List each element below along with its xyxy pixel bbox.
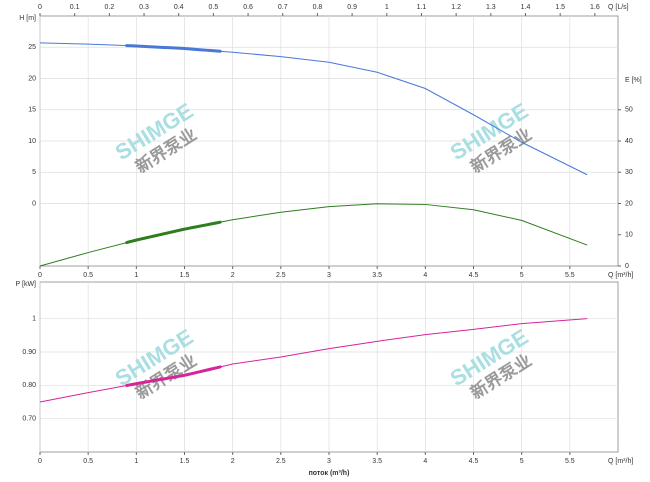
x-tick-label: 5 <box>520 272 524 279</box>
x-tick-label: 3 <box>327 458 331 465</box>
y-tick-label: 0.70 <box>22 416 36 423</box>
x2-tick-label: 0.5 <box>209 4 219 11</box>
y-label: H [m] <box>19 15 36 22</box>
y2-tick-label: 0 <box>625 263 629 270</box>
x2-tick-label: 0.4 <box>174 4 184 11</box>
x-tick-label: 5 <box>520 458 524 465</box>
x-tick-label: 0 <box>38 458 42 465</box>
x2-tick-label: 1.5 <box>555 4 565 11</box>
x2-unit: Q [L/s] <box>608 4 629 11</box>
y2-tick-label: 20 <box>625 200 633 207</box>
x-tick-label: 0.5 <box>83 458 93 465</box>
x-tick-label: 5.5 <box>565 272 575 279</box>
x-tick-label: 2.5 <box>276 272 286 279</box>
x-tick-label: 1.5 <box>180 458 190 465</box>
x-label: поток (m³/h) <box>309 470 350 477</box>
x-tick-label: 1 <box>134 458 138 465</box>
x2-tick-label: 0.2 <box>104 4 114 11</box>
x2-tick-label: 1 <box>385 4 389 11</box>
y2-tick-label: 30 <box>625 169 633 176</box>
x-tick-label: 2 <box>231 458 235 465</box>
x-tick-label: 3 <box>327 272 331 279</box>
y-tick-label: 20 <box>28 75 36 82</box>
x2-tick-label: 1.4 <box>521 4 531 11</box>
x-tick-label: 4 <box>423 272 427 279</box>
x2-tick-label: 1.2 <box>451 4 461 11</box>
operating-range <box>125 44 222 53</box>
x-tick-label: 4 <box>423 458 427 465</box>
y-tick-label: 5 <box>32 169 36 176</box>
x-tick-label: 4.5 <box>469 272 479 279</box>
x-unit: Q [m³/h] <box>608 458 633 465</box>
y-tick-label: 0.90 <box>22 349 36 356</box>
x-tick-label: 2 <box>231 272 235 279</box>
x2-tick-label: 1.6 <box>590 4 600 11</box>
y-tick-label: 0 <box>32 200 36 207</box>
y2-tick-label: 10 <box>625 232 633 239</box>
y-tick-label: 10 <box>28 138 36 145</box>
y-tick-label: 0.80 <box>22 382 36 389</box>
operating-range <box>125 365 222 387</box>
x-tick-label: 2.5 <box>276 458 286 465</box>
y2-label: E [%] <box>625 77 642 84</box>
y-tick-label: 15 <box>28 107 36 114</box>
y-tick-label: 25 <box>28 44 36 51</box>
operating-range <box>125 220 222 245</box>
x-tick-label: 1.5 <box>180 272 190 279</box>
x-tick-label: 5.5 <box>565 458 575 465</box>
x2-tick-label: 0.3 <box>139 4 149 11</box>
x2-tick-label: 0.9 <box>347 4 357 11</box>
x-unit: Q [m³/h] <box>608 272 633 279</box>
y-label: P [kW] <box>16 281 37 288</box>
y2-tick-label: 50 <box>625 107 633 114</box>
y2-tick-label: 40 <box>625 138 633 145</box>
x2-tick-label: 0 <box>38 4 42 11</box>
x-tick-label: 1 <box>134 272 138 279</box>
x-tick-label: 0 <box>38 272 42 279</box>
x-tick-label: 4.5 <box>469 458 479 465</box>
x2-tick-label: 1.3 <box>486 4 496 11</box>
x2-tick-label: 0.8 <box>313 4 323 11</box>
x2-tick-label: 0.7 <box>278 4 288 11</box>
x-tick-label: 3.5 <box>372 272 382 279</box>
y-tick-label: 1 <box>32 316 36 323</box>
x2-tick-label: 0.6 <box>243 4 253 11</box>
x-tick-label: 0.5 <box>83 272 93 279</box>
x-tick-label: 3.5 <box>372 458 382 465</box>
x2-tick-label: 1.1 <box>417 4 427 11</box>
x2-tick-label: 0.1 <box>70 4 80 11</box>
